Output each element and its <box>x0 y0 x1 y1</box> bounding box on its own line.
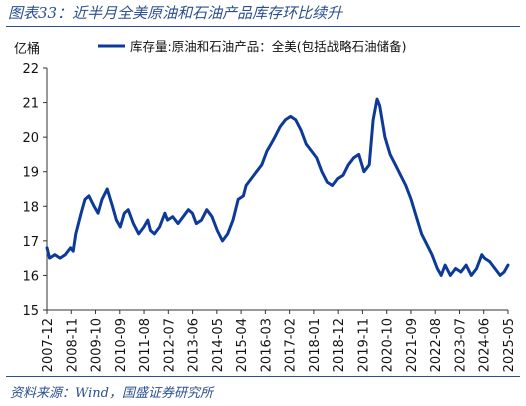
y-tick-label: 15 <box>22 304 39 319</box>
x-tick-label: 2020-10 <box>381 318 396 372</box>
x-tick-label: 2014-05 <box>211 318 226 372</box>
y-tick-label: 18 <box>22 200 39 215</box>
x-tick-label: 2018-01 <box>308 318 323 372</box>
source-note: 资料来源：Wind，国盛证券研究所 <box>10 386 213 401</box>
x-tick-label: 2016-03 <box>259 318 274 372</box>
x-tick-label: 2019-11 <box>356 318 371 372</box>
x-tick-label: 2009-10 <box>90 318 105 372</box>
chart-title: 图表33：近半月全美原油和石油产品库存环比续升 <box>8 4 343 22</box>
x-tick-label: 2010-09 <box>114 318 129 372</box>
y-tick-label: 21 <box>22 97 39 112</box>
x-tick-label: 2023-07 <box>453 318 468 372</box>
y-tick-label: 19 <box>22 166 39 181</box>
y-axis-label: 亿桶 <box>14 42 40 57</box>
x-tick-label: 2013-06 <box>187 318 202 372</box>
series-line <box>45 97 510 277</box>
legend-label: 库存量:原油和石油产品：全美(包括战略石油储备) <box>130 39 406 54</box>
title-divider <box>6 26 520 27</box>
x-tick-label: 2007-12 <box>41 318 56 372</box>
x-tick-label: 2017-02 <box>284 318 299 372</box>
y-tick-label: 16 <box>22 269 39 284</box>
x-tick-label: 2011-08 <box>138 318 153 372</box>
x-tick-label: 2025-05 <box>502 318 517 372</box>
y-tick-label: 22 <box>22 62 39 77</box>
source-divider <box>6 376 520 377</box>
x-tick-label: 2015-04 <box>235 318 250 372</box>
x-tick-label: 2022-08 <box>429 318 444 372</box>
x-tick-label: 2008-11 <box>65 318 80 372</box>
y-tick-label: 17 <box>22 235 39 250</box>
series-layer <box>45 97 510 277</box>
x-tick-label: 2021-09 <box>405 318 420 372</box>
x-tick-label: 2012-07 <box>162 318 177 372</box>
axes: 15 16 17 18 19 20 21 22 亿桶 2007-12 2008-11 2009-10 2… <box>14 42 517 372</box>
legend: 库存量:原油和石油产品：全美(包括战略石油储备) <box>98 39 406 54</box>
x-tick-label: 2018-12 <box>332 318 347 372</box>
y-tick-label: 20 <box>22 131 39 146</box>
x-tick-label: 2024-06 <box>478 318 493 372</box>
